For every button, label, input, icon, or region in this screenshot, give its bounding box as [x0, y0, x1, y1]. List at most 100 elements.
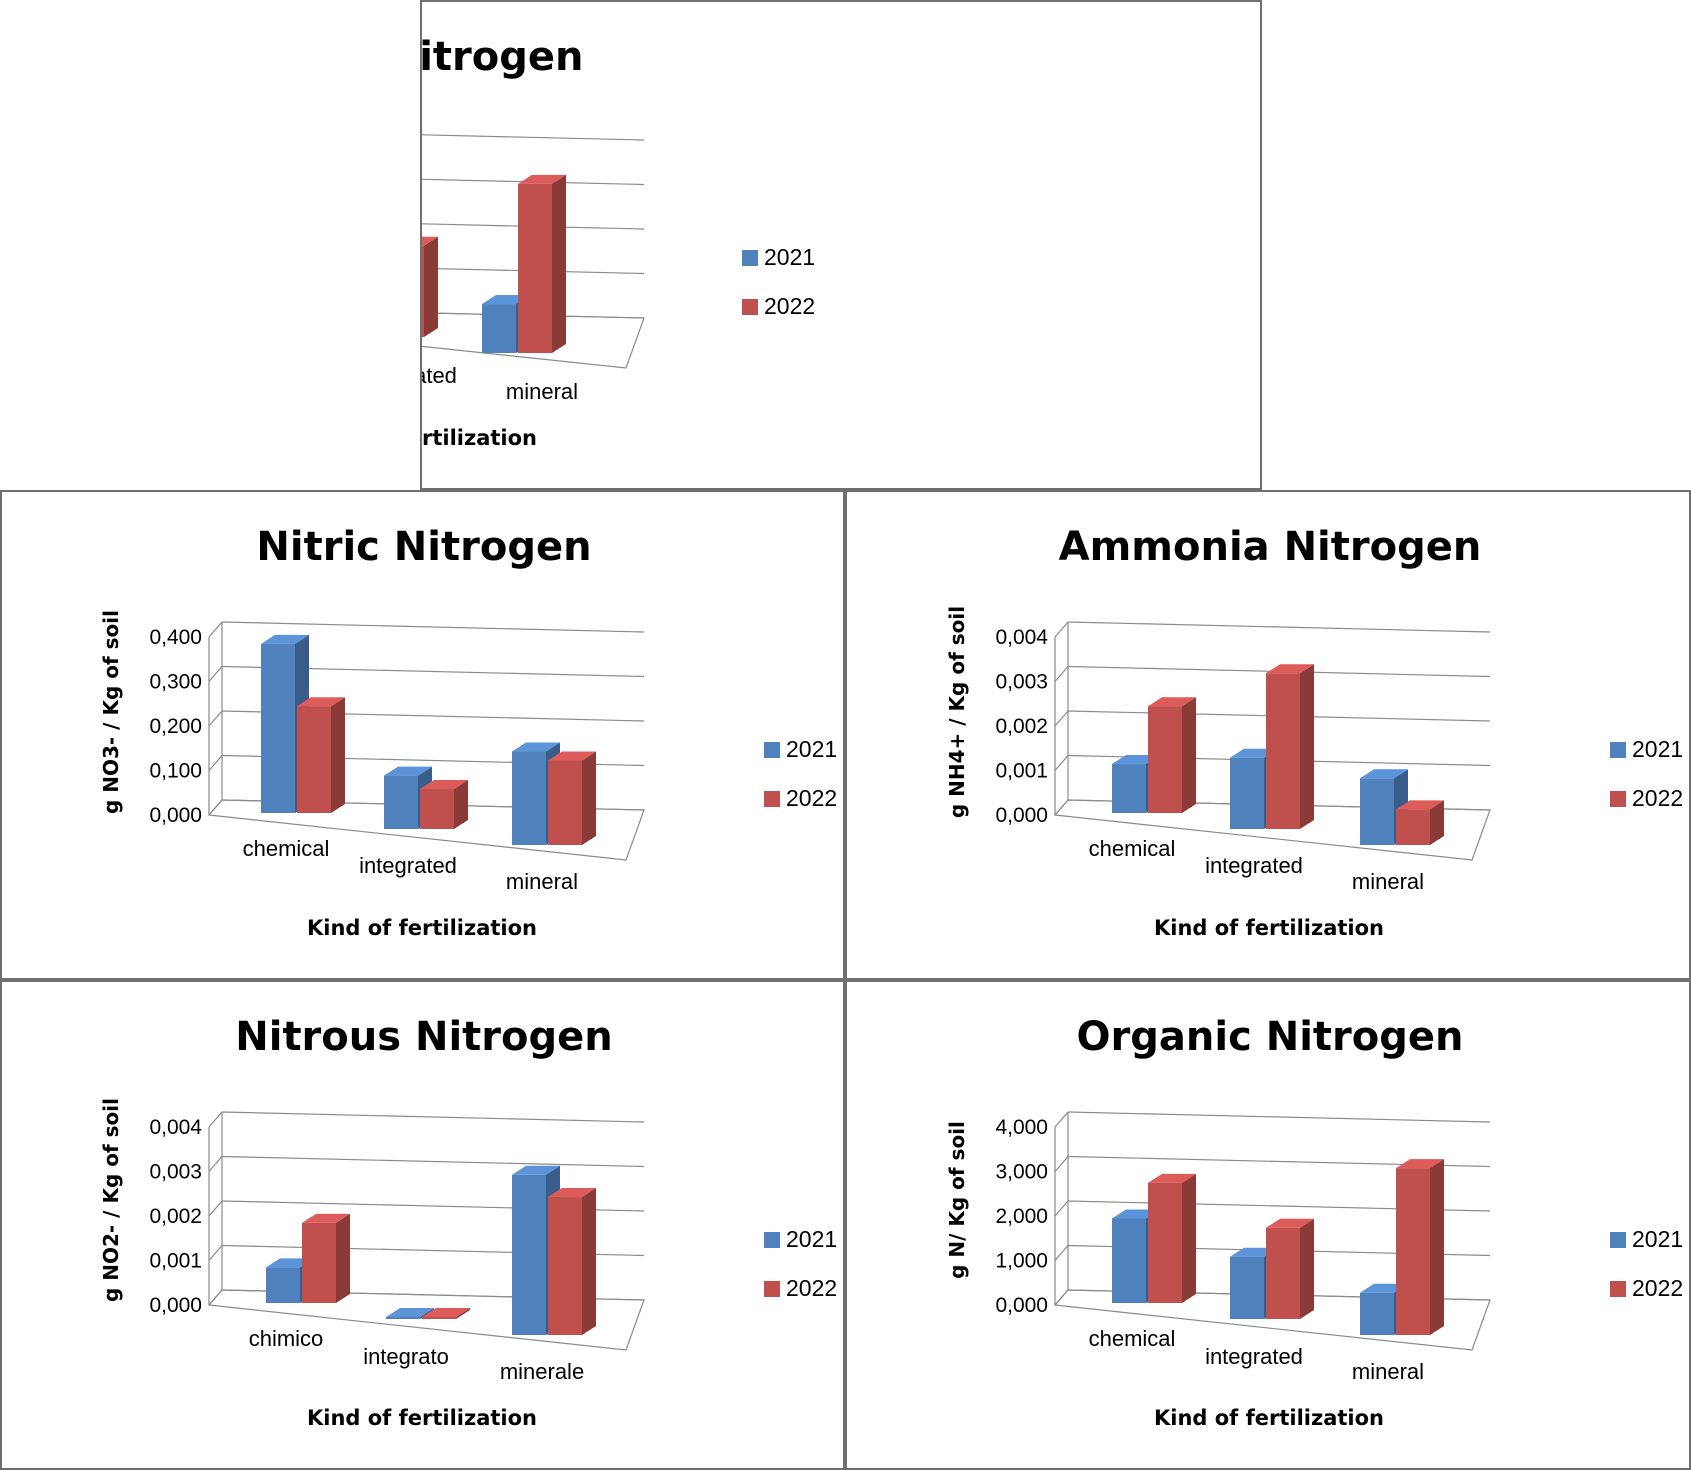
- bar-front: [384, 775, 418, 829]
- y-tick-label: 0,100: [149, 760, 202, 783]
- bar-top: [302, 1213, 350, 1223]
- legend-label: 2022: [786, 785, 837, 811]
- bar-top: [518, 174, 566, 184]
- chart-title: Nitrous Nitrogen: [235, 1014, 612, 1060]
- legend-label: 2021: [1632, 736, 1683, 762]
- gridline-side: [1054, 1156, 1069, 1172]
- gridline-side: [1054, 1245, 1069, 1261]
- bar-2022-minerale: [548, 1188, 596, 1335]
- bar-front: [386, 1317, 420, 1319]
- y-axis-title: g NH4+ / Kg of soil: [945, 606, 969, 818]
- bar-side: [424, 236, 438, 337]
- x-category-label: integrated: [1205, 1344, 1303, 1369]
- chart-panel-nitrous-nitrogen: Nitrous Nitrogen 0,000 0,001 0,002 0,003 0,00…: [0, 980, 845, 1470]
- y-tick-label: 0,000: [149, 804, 202, 827]
- x-category-label: chemical: [1089, 1326, 1176, 1351]
- bar-side: [1300, 664, 1314, 829]
- y-tick-label: 0,400: [149, 626, 202, 649]
- bar-top: [422, 236, 438, 246]
- chart-panel-total-nitrogen: Total Nitrogen0,0001,0002,0003,0004,000c…: [420, 0, 1262, 490]
- bar-top: [512, 742, 560, 752]
- y-tick-label: 0,000: [995, 1294, 1048, 1317]
- chart-floor: [1053, 1289, 1491, 1351]
- chart-panel-nitric-nitrogen: Nitric Nitrogen 0,000 0,100 0,200 0,300 0,400…: [0, 490, 845, 980]
- x-category-label: mineral: [506, 869, 578, 894]
- gridline-side: [208, 621, 223, 638]
- bar-top: [297, 697, 345, 707]
- bar-2022-chemical: [297, 697, 345, 813]
- chart-group: Total Nitrogen0,0001,0002,0003,0004,000c…: [422, 34, 815, 450]
- gridline: [221, 1111, 645, 1123]
- bar-front: [512, 751, 546, 845]
- chart-panel-organic-nitrogen: Organic Nitrogen 0,000 1,000 2,000 3,000 4,00…: [845, 980, 1691, 1470]
- y-tick-label: 0,200: [149, 715, 202, 738]
- bar-top: [422, 1308, 470, 1317]
- bar-front: [1230, 757, 1264, 829]
- bar-side: [582, 1188, 596, 1335]
- chart-group: Nitrous Nitrogen 0,000 0,001 0,002 0,003 0,00…: [99, 1014, 837, 1430]
- y-axis-title: g NO3- / Kg of soil: [99, 610, 123, 814]
- x-category-label: mineral: [1352, 1359, 1424, 1384]
- chart-svg: Total Nitrogen0,0001,0002,0003,0004,000c…: [422, 34, 815, 450]
- bar-2022-integrato: [422, 1308, 470, 1319]
- bar-top: [420, 779, 468, 789]
- legend-swatch: [1610, 791, 1626, 807]
- chart-svg: Organic Nitrogen 0,000 1,000 2,000 3,000 4,00…: [945, 1014, 1683, 1430]
- bar-front: [297, 706, 331, 813]
- bar-top: [1396, 800, 1444, 810]
- chart-group: Nitric Nitrogen 0,000 0,100 0,200 0,300 0,400…: [99, 524, 837, 940]
- y-tick-label: 0,002: [149, 1205, 202, 1228]
- legend-swatch: [1610, 1281, 1626, 1297]
- chart-title: Organic Nitrogen: [1077, 1014, 1464, 1060]
- gridline: [221, 621, 645, 633]
- bar-top: [386, 1308, 434, 1317]
- bar-top: [1266, 664, 1314, 674]
- gridline-side: [1054, 1111, 1069, 1128]
- bar-top: [548, 1188, 596, 1198]
- x-category-label: chemical: [1089, 836, 1176, 861]
- y-tick-label: 4,000: [995, 1116, 1048, 1139]
- chart-svg: Nitric Nitrogen 0,000 0,100 0,200 0,300 0,400…: [99, 524, 837, 940]
- y-tick-label: 2,000: [995, 1205, 1048, 1228]
- gridline-side: [208, 1156, 223, 1172]
- chart-svg: Ammonia Nitrogen 0,000 0,001 0,002 0,003 0,00…: [945, 524, 1683, 940]
- bar-front: [1230, 1256, 1264, 1319]
- chart-title: Nitric Nitrogen: [256, 524, 591, 570]
- bar-2022-integrated: [1266, 664, 1314, 829]
- chart-floor: [1053, 799, 1491, 861]
- chart-panel-ammonia-nitrogen: Ammonia Nitrogen 0,000 0,001 0,002 0,003 0,00…: [845, 490, 1691, 980]
- y-axis-title: g N/ Kg of soil: [945, 1121, 969, 1279]
- gridline: [221, 1155, 645, 1168]
- bar-side: [1182, 1173, 1196, 1303]
- bar-front: [1266, 673, 1300, 829]
- bar-front: [518, 183, 552, 353]
- bar-top: [1266, 1218, 1314, 1228]
- gridline: [1067, 1111, 1491, 1123]
- bar-top: [1360, 769, 1408, 779]
- legend-label: 2021: [764, 244, 815, 270]
- chart-group: Organic Nitrogen 0,000 1,000 2,000 3,000 4,00…: [945, 1014, 1683, 1430]
- gridline-side: [1054, 755, 1069, 771]
- legend-label: 2022: [786, 1275, 837, 1301]
- gridline: [422, 178, 645, 186]
- gridline: [422, 134, 645, 141]
- bar-2022-mineral: [1396, 1159, 1444, 1335]
- bar-top: [512, 1165, 560, 1175]
- chart-title: Total Nitrogen: [422, 34, 583, 80]
- chart-title: Ammonia Nitrogen: [1059, 524, 1482, 570]
- bar-2022-chemical: [1148, 697, 1196, 813]
- x-axis-title: Kind of fertilization: [422, 426, 537, 450]
- bar-front: [261, 643, 295, 813]
- legend-label: 2022: [1632, 1275, 1683, 1301]
- gridline: [422, 223, 645, 230]
- y-axis-title: g NO2- / Kg of soil: [99, 1098, 123, 1302]
- gridline-side: [208, 755, 223, 771]
- x-category-label: chemical: [243, 836, 330, 861]
- gridline-side: [208, 710, 223, 727]
- y-tick-label: 0,004: [995, 626, 1048, 649]
- gridline: [1067, 621, 1491, 633]
- y-tick-label: 0,003: [995, 671, 1048, 694]
- bar-top: [384, 766, 432, 776]
- x-category-label: minerale: [500, 1359, 584, 1384]
- y-tick-label: 0,001: [995, 760, 1048, 783]
